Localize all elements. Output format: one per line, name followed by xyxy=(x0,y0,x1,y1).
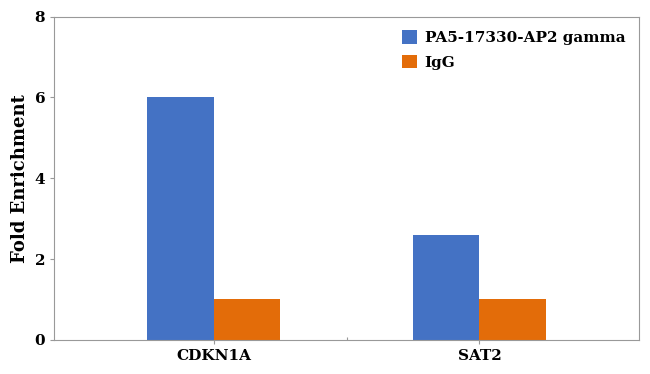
Legend: PA5-17330-AP2 gamma, IgG: PA5-17330-AP2 gamma, IgG xyxy=(395,24,631,76)
Bar xyxy=(214,300,280,340)
Y-axis label: Fold Enrichment: Fold Enrichment xyxy=(11,94,29,263)
Bar xyxy=(480,300,546,340)
Bar xyxy=(148,97,214,340)
Bar xyxy=(413,235,480,340)
